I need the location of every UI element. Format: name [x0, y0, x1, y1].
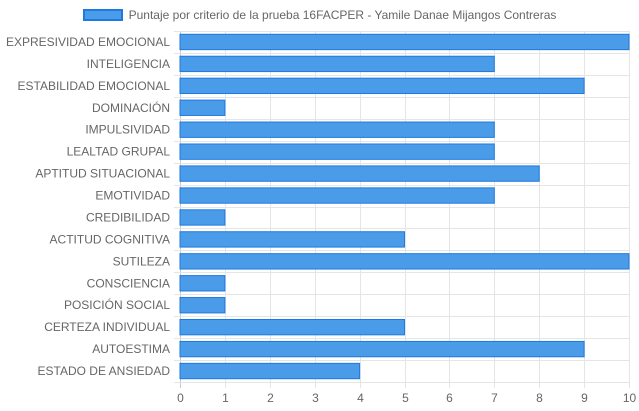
y-category-label: INTELIGENCIA: [87, 57, 170, 71]
bar: [179, 33, 630, 51]
bar: [179, 231, 405, 248]
x-tick-label: 4: [357, 391, 364, 405]
bar: [179, 99, 226, 116]
x-tick-label: 0: [177, 391, 184, 405]
y-category-label: DOMINACIÓN: [92, 100, 170, 115]
bar: [179, 187, 495, 204]
x-tick-label: 8: [536, 391, 543, 405]
bar: [179, 318, 405, 336]
y-category-label: APTITUD SITUACIONAL: [35, 167, 170, 181]
y-axis-labels: EXPRESIVIDAD EMOCIONAL INTELIGENCIA ESTABI…: [6, 35, 170, 378]
legend-label: Puntaje por criterio de la prueba 16FACP…: [128, 8, 557, 22]
x-tick-label: 5: [402, 391, 409, 405]
bar: [179, 209, 226, 226]
bar: [179, 121, 495, 138]
y-category-label: ACTITUD COGNITIVA: [50, 232, 170, 246]
bar: [179, 340, 585, 358]
y-category-label: ESTADO DE ANSIEDAD: [38, 364, 171, 378]
bar: [179, 143, 495, 160]
bars: [179, 33, 630, 380]
x-tick-label: 10: [623, 391, 637, 405]
y-category-label: EMOTIVIDAD: [95, 189, 170, 203]
x-tick-label: 6: [446, 391, 453, 405]
y-category-label: SUTILEZA: [113, 254, 170, 268]
legend[interactable]: Puntaje por criterio de la prueba 16FACP…: [0, 5, 639, 25]
x-tick-label: 9: [581, 391, 588, 405]
bar: [179, 362, 361, 380]
bar: [179, 253, 630, 270]
y-category-label: EXPRESIVIDAD EMOCIONAL: [6, 35, 170, 49]
x-tick-label: 7: [491, 391, 498, 405]
y-category-label: IMPULSIVIDAD: [85, 123, 170, 137]
y-category-label: CREDIBILIDAD: [86, 210, 170, 224]
y-category-label: ESTABILIDAD EMOCIONAL: [18, 79, 171, 93]
bar: [179, 275, 226, 292]
y-category-label: POSICIÓN SOCIAL: [64, 297, 170, 312]
x-tick-label: 3: [312, 391, 319, 405]
x-axis-ticks: 0 1 2 3 4 5 6 7 8 9 10: [177, 391, 636, 405]
x-tick-label: 2: [267, 391, 274, 405]
bar: [179, 55, 495, 73]
y-category-label: AUTOESTIMA: [92, 342, 170, 356]
y-category-label: CERTEZA INDIVIDUAL: [44, 320, 170, 334]
bar: [179, 77, 585, 95]
legend-swatch: [82, 9, 123, 21]
x-tick-label: 1: [222, 391, 229, 405]
bar: [179, 165, 540, 182]
bar: [179, 297, 226, 314]
y-category-label: CONSCIENCIA: [87, 276, 170, 290]
y-category-label: LEALTAD GRUPAL: [67, 145, 171, 159]
